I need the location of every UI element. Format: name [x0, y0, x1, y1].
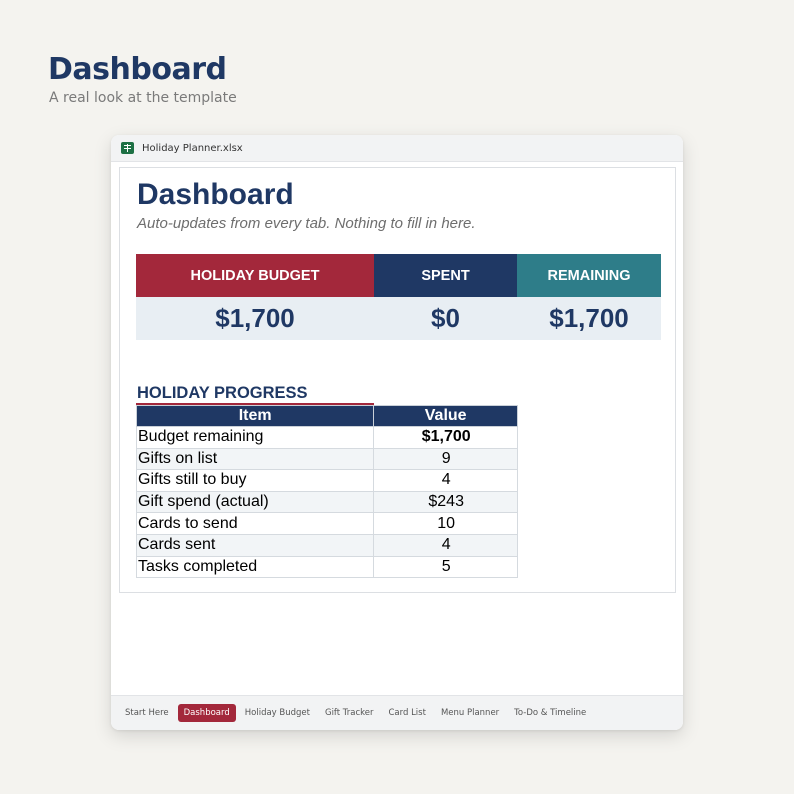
progress-table: Item Value Budget remaining $1,700 Gifts… [135, 405, 518, 579]
kpi-label: HOLIDAY BUDGET [136, 254, 374, 297]
value-cell[interactable]: 9 [373, 447, 518, 471]
kpi-value[interactable]: $1,700 [517, 297, 661, 340]
table-row: Cards sent 4 [135, 533, 518, 557]
spreadsheet-icon [121, 142, 134, 154]
column-header-value[interactable]: Value [373, 405, 518, 427]
item-cell[interactable]: Budget remaining [135, 426, 375, 449]
tab-card-list[interactable]: Card List [388, 708, 426, 718]
dashboard-sheet: Dashboard Auto-updates from every tab. N… [119, 167, 676, 593]
tab-gift-tracker[interactable]: Gift Tracker [324, 708, 374, 718]
page-title: Dashboard [48, 52, 227, 87]
table-row: Gifts still to buy 4 [135, 469, 518, 492]
kpi-holiday-budget: HOLIDAY BUDGET $1,700 [136, 254, 374, 340]
value-cell[interactable]: $243 [373, 490, 518, 514]
column-header-item[interactable]: Item [135, 405, 375, 427]
window-titlebar: Holiday Planner.xlsx [111, 135, 683, 162]
sheet-title: Dashboard [137, 178, 294, 211]
table-row: Tasks completed 5 [135, 555, 518, 579]
value-cell[interactable]: 4 [373, 533, 518, 557]
tab-holiday-budget[interactable]: Holiday Budget [244, 708, 310, 718]
value-cell[interactable]: 4 [373, 469, 518, 492]
sheet-subtitle: Auto-updates from every tab. Nothing to … [137, 215, 476, 232]
spreadsheet-window: Holiday Planner.xlsx Dashboard Auto-upda… [111, 135, 683, 730]
tab-to-do-timeline[interactable]: To-Do & Timeline [514, 708, 587, 718]
table-header-row: Item Value [135, 405, 518, 427]
value-cell[interactable]: 5 [373, 555, 518, 579]
item-cell[interactable]: Gift spend (actual) [135, 490, 375, 514]
item-cell[interactable]: Tasks completed [135, 555, 375, 579]
sheet-tab-bar: Start Here Dashboard Holiday Budget Gift… [111, 695, 683, 730]
item-cell[interactable]: Gifts on list [135, 447, 375, 471]
progress-title: HOLIDAY PROGRESS [137, 384, 308, 402]
kpi-remaining: REMAINING $1,700 [517, 254, 661, 340]
table-row: Gifts on list 9 [135, 447, 518, 471]
file-name: Holiday Planner.xlsx [142, 142, 243, 154]
kpi-label: REMAINING [517, 254, 661, 297]
tab-menu-planner[interactable]: Menu Planner [440, 708, 500, 718]
item-cell[interactable]: Cards to send [135, 512, 375, 535]
value-cell[interactable]: 10 [373, 512, 518, 535]
table-row: Gift spend (actual) $243 [135, 490, 518, 514]
value-cell[interactable]: $1,700 [373, 426, 518, 449]
page-subtitle: A real look at the template [49, 90, 237, 106]
kpi-spent: SPENT $0 [374, 254, 517, 340]
item-cell[interactable]: Gifts still to buy [135, 469, 375, 492]
kpi-value[interactable]: $1,700 [136, 297, 374, 340]
tab-dashboard[interactable]: Dashboard [177, 704, 236, 722]
progress-title-underline [136, 403, 374, 405]
table-row: Budget remaining $1,700 [135, 426, 518, 449]
item-cell[interactable]: Cards sent [135, 533, 375, 557]
kpi-value[interactable]: $0 [374, 297, 517, 340]
kpi-label: SPENT [374, 254, 517, 297]
table-row: Cards to send 10 [135, 512, 518, 535]
tab-start-here[interactable]: Start Here [125, 708, 169, 718]
